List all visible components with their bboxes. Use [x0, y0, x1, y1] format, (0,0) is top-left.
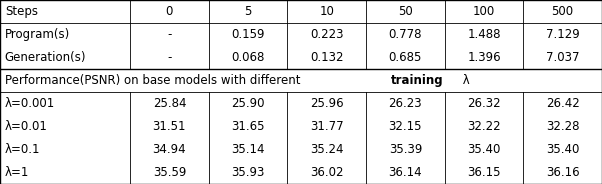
Text: 35.14: 35.14 [231, 143, 265, 156]
Text: 25.84: 25.84 [153, 97, 186, 110]
Text: 0.223: 0.223 [310, 28, 344, 41]
Text: -: - [167, 51, 172, 64]
Text: 31.65: 31.65 [231, 120, 265, 133]
Text: 0.159: 0.159 [231, 28, 265, 41]
Text: 31.77: 31.77 [310, 120, 344, 133]
Text: λ=0.001: λ=0.001 [5, 97, 55, 110]
Text: 0.778: 0.778 [389, 28, 422, 41]
Text: 36.14: 36.14 [388, 166, 422, 179]
Text: 35.40: 35.40 [546, 143, 579, 156]
Text: 0.132: 0.132 [310, 51, 344, 64]
Text: 5: 5 [244, 5, 252, 18]
Text: 26.32: 26.32 [467, 97, 501, 110]
Text: 0.068: 0.068 [231, 51, 265, 64]
Text: 35.40: 35.40 [467, 143, 501, 156]
Text: 35.59: 35.59 [153, 166, 186, 179]
Text: 35.93: 35.93 [231, 166, 265, 179]
Text: 10: 10 [319, 5, 334, 18]
Text: 32.28: 32.28 [546, 120, 579, 133]
Text: 31.51: 31.51 [153, 120, 186, 133]
Text: 26.23: 26.23 [388, 97, 422, 110]
Text: 32.22: 32.22 [467, 120, 501, 133]
Text: λ=0.01: λ=0.01 [5, 120, 48, 133]
Text: λ: λ [459, 74, 470, 87]
Text: 1.488: 1.488 [467, 28, 501, 41]
Text: λ=0.1: λ=0.1 [5, 143, 40, 156]
Text: 35.39: 35.39 [389, 143, 422, 156]
Text: 500: 500 [551, 5, 574, 18]
Text: 7.129: 7.129 [546, 28, 580, 41]
Text: training: training [391, 74, 444, 87]
Text: Steps: Steps [5, 5, 38, 18]
Text: Program(s): Program(s) [5, 28, 70, 41]
Text: 50: 50 [398, 5, 413, 18]
Text: Performance(PSNR) on base models with different: Performance(PSNR) on base models with di… [5, 74, 304, 87]
Text: 100: 100 [473, 5, 495, 18]
Text: 25.90: 25.90 [231, 97, 265, 110]
Text: 36.02: 36.02 [310, 166, 344, 179]
Text: 25.96: 25.96 [310, 97, 344, 110]
Text: Generation(s): Generation(s) [5, 51, 86, 64]
Text: 36.16: 36.16 [546, 166, 580, 179]
Text: -: - [167, 28, 172, 41]
Text: 1.396: 1.396 [467, 51, 501, 64]
Text: 32.15: 32.15 [389, 120, 422, 133]
Text: 0: 0 [166, 5, 173, 18]
Text: 26.42: 26.42 [546, 97, 580, 110]
Text: 0.685: 0.685 [389, 51, 422, 64]
Text: 7.037: 7.037 [546, 51, 579, 64]
Text: 34.94: 34.94 [152, 143, 186, 156]
Text: λ=1: λ=1 [5, 166, 29, 179]
Text: 35.24: 35.24 [310, 143, 344, 156]
Text: 36.15: 36.15 [467, 166, 501, 179]
